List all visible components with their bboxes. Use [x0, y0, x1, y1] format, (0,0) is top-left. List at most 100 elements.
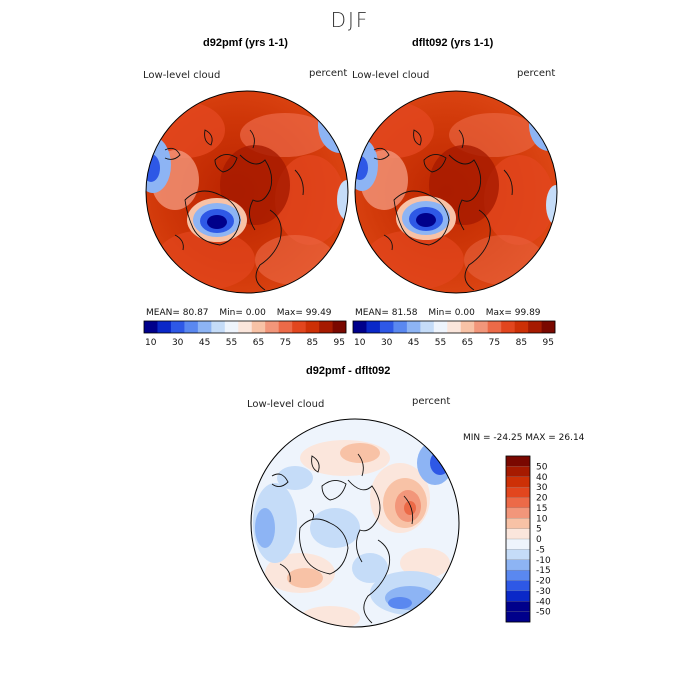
max-value: 99.49: [305, 308, 332, 318]
min-label: Min=: [428, 308, 452, 318]
colorbar-right-swatch: [528, 321, 542, 333]
colorbar-right-swatch: [474, 321, 488, 333]
colorbar-diff-tick-label: -40: [536, 597, 551, 607]
colorbar-diff-swatch: [505, 569, 531, 581]
colorbar-diff-swatch: [505, 549, 531, 561]
diff-title: d92pmf - dflt092: [306, 365, 391, 377]
colorbar-left-swatch: [197, 321, 212, 333]
colorbar-right-swatch: [487, 321, 502, 333]
max-label: Max=: [276, 308, 303, 318]
colorbar-left-tick-label: 45: [199, 338, 210, 348]
colorbar-diff-swatch: [505, 528, 531, 540]
colorbar-diff-tick-label: -15: [536, 566, 551, 576]
colorbar-left-tick-label: 10: [145, 338, 157, 348]
colorbar-diff-swatch: [505, 497, 531, 509]
panel-title-right: dflt092 (yrs 1-1): [412, 37, 494, 49]
variable-label-left: Low-level cloud: [143, 70, 221, 81]
colorbar-left-tick-label: 65: [253, 338, 264, 348]
polar-map-left: [145, 90, 349, 294]
colorbar-diff-tick-label: 5: [536, 525, 542, 535]
colorbar-diff-tick-label: 40: [536, 473, 548, 483]
colorbar-left-swatch: [144, 321, 158, 333]
colorbar-right: 10 30 45 55 65 75 85 95: [352, 320, 556, 348]
colorbar-left-swatch: [157, 321, 172, 333]
diff-variable-label: Low-level cloud: [247, 399, 325, 410]
stats-left: MEAN= 80.87 Min= 0.00 Max= 99.49: [146, 308, 332, 318]
colorbar-left-tick-label: 75: [280, 338, 291, 348]
colorbar-right-swatch: [541, 321, 556, 333]
colorbar-diff-swatch: [505, 601, 531, 613]
units-label-right: percent: [517, 68, 556, 79]
colorbar-left-swatch: [211, 321, 226, 333]
max-label: Max=: [485, 308, 512, 318]
mean-value: 81.58: [391, 308, 418, 318]
colorbar-left-swatch: [292, 321, 306, 333]
colorbar-left-swatch: [278, 321, 293, 333]
mean-label: MEAN=: [146, 308, 180, 318]
min-label: Min=: [219, 308, 243, 318]
colorbar-right-tick-label: 10: [354, 338, 366, 348]
units-label-left: percent: [309, 68, 348, 79]
colorbar-right-swatch: [460, 321, 475, 333]
colorbar-left-swatch: [265, 321, 279, 333]
colorbar-left-swatches: [144, 321, 347, 333]
colorbar-right-swatch: [433, 321, 448, 333]
colorbar-diff-tick-label: -5: [536, 545, 545, 555]
colorbar-diff-tick-label: -20: [536, 577, 551, 587]
polar-map-diff: [250, 418, 460, 628]
colorbar-diff-tick-label: 50: [536, 462, 548, 472]
colorbar-right-swatch: [366, 321, 381, 333]
colorbar-diff-tick-label: 0: [536, 535, 542, 545]
diff-units-label: percent: [412, 396, 451, 407]
diff-minmax: MIN = -24.25 MAX = 26.14: [463, 433, 585, 443]
colorbar-right-swatch: [393, 321, 408, 333]
colorbar-right-swatch: [447, 321, 462, 333]
colorbar-right-tick-label: 45: [408, 338, 419, 348]
colorbar-left-swatch: [238, 321, 253, 333]
colorbar-right-swatches: [353, 321, 556, 333]
colorbar-left-tick-label: 30: [172, 338, 184, 348]
colorbar-left-swatch: [332, 321, 347, 333]
colorbar-diff-swatch: [505, 559, 531, 571]
colorbar-diff-swatch: [505, 486, 531, 498]
max-value: 99.89: [514, 308, 541, 318]
colorbar-diff-tick-label: 30: [536, 483, 548, 493]
colorbar-right-tick-label: 75: [489, 338, 500, 348]
stats-right: MEAN= 81.58 Min= 0.00 Max= 99.89: [355, 308, 541, 318]
colorbar-right-swatch: [514, 321, 529, 333]
colorbar-diff-tick-label: 10: [536, 514, 548, 524]
colorbar-diff-swatch: [505, 538, 531, 550]
colorbar-right-swatch: [379, 321, 394, 333]
colorbar-right-tick-label: 85: [516, 338, 527, 348]
colorbar-left-swatch: [184, 321, 199, 333]
min-value: 0.00: [454, 308, 475, 318]
mean-value: 80.87: [182, 308, 209, 318]
mean-label: MEAN=: [355, 308, 389, 318]
colorbar-left-tick-label: 95: [334, 338, 345, 348]
colorbar-left-swatch: [305, 321, 320, 333]
colorbar-diff-swatch: [505, 590, 531, 602]
colorbar-diff-swatch: [505, 455, 531, 467]
colorbar-left-tick-label: 85: [307, 338, 318, 348]
colorbar-right-swatch: [353, 321, 367, 333]
colorbar-diff-swatch: [505, 611, 531, 623]
min-value: 0.00: [245, 308, 266, 318]
season-title: DJF: [330, 8, 370, 32]
colorbar-left-swatch: [170, 321, 185, 333]
colorbar-diff-tick-label: -50: [536, 608, 551, 618]
colorbar-right-swatch: [420, 321, 435, 333]
colorbar-diff-tick-label: -10: [536, 556, 551, 566]
colorbar-left-swatch: [319, 321, 333, 333]
colorbar-right-tick-label: 65: [462, 338, 473, 348]
colorbar-diff-tick-label: 15: [536, 504, 547, 514]
colorbar-diff-swatch: [505, 476, 531, 488]
colorbar-right-tick-label: 55: [435, 338, 446, 348]
colorbar-diff-tick-label: -30: [536, 587, 551, 597]
colorbar-diff-swatch: [505, 507, 531, 519]
colorbar-diff-swatch: [505, 518, 531, 530]
colorbar-left-swatch: [251, 321, 266, 333]
colorbar-right-tick-label: 95: [543, 338, 554, 348]
panel-title-left: d92pmf (yrs 1-1): [203, 37, 288, 49]
variable-label-right: Low-level cloud: [352, 70, 430, 81]
